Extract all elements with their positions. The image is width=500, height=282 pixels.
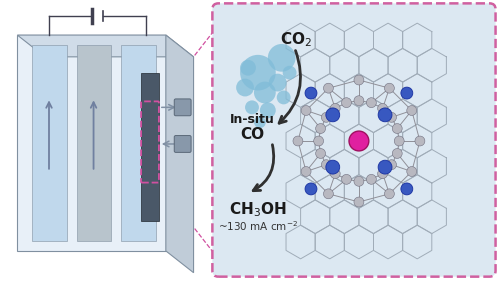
Text: In-situ: In-situ — [230, 113, 274, 126]
Circle shape — [269, 74, 286, 91]
Circle shape — [254, 116, 266, 128]
Circle shape — [366, 174, 376, 184]
Polygon shape — [18, 35, 166, 251]
Circle shape — [282, 66, 296, 80]
Circle shape — [260, 102, 276, 118]
Circle shape — [415, 136, 425, 146]
Circle shape — [349, 131, 369, 151]
Circle shape — [407, 105, 416, 115]
Circle shape — [378, 169, 388, 179]
FancyBboxPatch shape — [212, 3, 496, 277]
Polygon shape — [141, 73, 159, 221]
Circle shape — [301, 167, 311, 177]
Text: CH$_3$OH: CH$_3$OH — [229, 200, 287, 219]
Circle shape — [245, 100, 259, 114]
Polygon shape — [122, 45, 156, 241]
Circle shape — [236, 79, 254, 96]
Circle shape — [330, 169, 340, 179]
Circle shape — [342, 174, 351, 184]
Circle shape — [378, 160, 392, 174]
Circle shape — [401, 87, 413, 99]
Circle shape — [394, 136, 404, 146]
Circle shape — [324, 189, 334, 199]
Circle shape — [322, 160, 332, 170]
Polygon shape — [166, 35, 194, 273]
Circle shape — [240, 60, 256, 76]
Circle shape — [342, 98, 351, 108]
Circle shape — [305, 183, 317, 195]
Circle shape — [366, 98, 376, 108]
Circle shape — [316, 149, 326, 158]
Circle shape — [326, 160, 340, 174]
Circle shape — [354, 197, 364, 207]
Circle shape — [276, 91, 290, 104]
Circle shape — [305, 87, 317, 99]
Circle shape — [324, 83, 334, 93]
Circle shape — [354, 75, 364, 85]
Circle shape — [316, 124, 326, 133]
Text: CO$_2$: CO$_2$ — [280, 31, 312, 49]
Circle shape — [354, 176, 364, 186]
Circle shape — [240, 55, 276, 91]
Polygon shape — [18, 35, 194, 57]
Circle shape — [326, 108, 340, 122]
FancyBboxPatch shape — [174, 99, 191, 116]
Circle shape — [330, 103, 340, 113]
Circle shape — [322, 112, 332, 122]
Circle shape — [401, 183, 413, 195]
Circle shape — [254, 81, 276, 103]
Circle shape — [354, 96, 364, 106]
Circle shape — [392, 149, 402, 158]
Text: CO: CO — [240, 127, 264, 142]
Circle shape — [384, 189, 394, 199]
Circle shape — [386, 160, 396, 170]
Text: ~130 mA cm$^{-2}$: ~130 mA cm$^{-2}$ — [218, 219, 298, 233]
FancyBboxPatch shape — [174, 136, 191, 152]
Circle shape — [378, 108, 392, 122]
Circle shape — [301, 105, 311, 115]
Circle shape — [392, 124, 402, 133]
Circle shape — [384, 83, 394, 93]
Polygon shape — [32, 45, 67, 241]
Circle shape — [268, 44, 295, 72]
Circle shape — [293, 136, 303, 146]
Circle shape — [314, 136, 324, 146]
Circle shape — [386, 112, 396, 122]
Circle shape — [407, 167, 416, 177]
Polygon shape — [76, 45, 112, 241]
Circle shape — [378, 103, 388, 113]
